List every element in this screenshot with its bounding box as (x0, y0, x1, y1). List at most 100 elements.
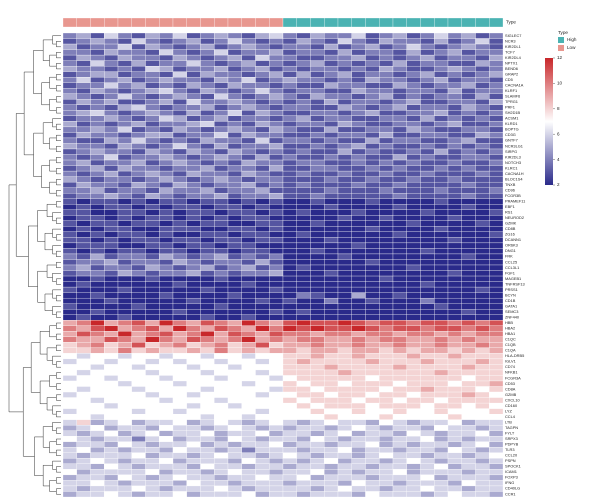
cell (296, 77, 311, 83)
cell (145, 137, 160, 144)
cell (172, 193, 187, 199)
cell (76, 380, 91, 387)
cell (392, 342, 407, 349)
cell (365, 331, 380, 337)
cell (104, 176, 119, 183)
dendro-link (49, 76, 57, 89)
cell (227, 154, 242, 161)
cell (420, 88, 435, 94)
cell (62, 204, 77, 210)
cell (461, 474, 476, 481)
cell (475, 380, 490, 387)
cell (62, 54, 77, 61)
annotation-cell (255, 17, 270, 28)
cell (337, 242, 352, 249)
cell (62, 491, 77, 498)
cell (365, 325, 380, 332)
cell (117, 380, 132, 387)
cell (365, 336, 380, 343)
colorbar-tick-label: 10 (557, 81, 563, 86)
cell (76, 43, 91, 50)
cell (282, 226, 297, 233)
cell (447, 82, 462, 89)
cell (186, 71, 201, 78)
cell (351, 275, 366, 282)
cell (90, 325, 105, 332)
cell (461, 441, 476, 448)
cell (434, 99, 449, 105)
cell (420, 380, 435, 387)
cell (282, 380, 297, 387)
cell (475, 281, 490, 288)
cell (461, 452, 476, 459)
annotation-cell (434, 17, 449, 28)
cell (379, 480, 394, 487)
cell (117, 159, 132, 166)
cell (90, 375, 105, 382)
cell (200, 143, 215, 150)
dendro-link (56, 322, 61, 329)
cell (76, 132, 91, 139)
cell (145, 187, 160, 194)
cell (200, 237, 215, 244)
cell (255, 292, 270, 299)
cell (76, 297, 91, 304)
cell (159, 154, 174, 161)
cell (186, 137, 201, 144)
cell (159, 209, 174, 216)
cell (186, 215, 201, 221)
cell (379, 314, 394, 321)
cell (214, 176, 229, 183)
cell (351, 198, 366, 205)
cell (324, 148, 339, 155)
cell (241, 181, 256, 188)
cell (172, 181, 187, 188)
cell (310, 331, 325, 337)
cell (489, 408, 504, 415)
cell (337, 99, 352, 105)
cell (241, 480, 256, 487)
cell (351, 458, 366, 465)
cell (310, 137, 325, 144)
cell (131, 220, 146, 227)
cell (200, 82, 215, 89)
cell (282, 231, 297, 238)
cell (172, 198, 187, 205)
cell (406, 463, 421, 470)
cell (200, 391, 215, 398)
cell (310, 148, 325, 155)
cell (447, 430, 462, 437)
cell (131, 303, 146, 310)
cell (351, 226, 366, 233)
cell (420, 474, 435, 481)
cell (90, 88, 105, 94)
cell (379, 413, 394, 420)
cell (241, 49, 256, 56)
cell (76, 325, 91, 332)
cell (117, 231, 132, 238)
cell (365, 342, 380, 349)
cell (172, 297, 187, 304)
cell (241, 425, 256, 431)
cell (117, 43, 132, 50)
cell (104, 358, 119, 365)
cell (461, 110, 476, 117)
cell (337, 220, 352, 227)
cell (186, 204, 201, 210)
cell (420, 82, 435, 89)
cell (351, 386, 366, 393)
cell (434, 215, 449, 221)
cell (447, 358, 462, 365)
cell (76, 65, 91, 72)
cell (241, 43, 256, 50)
dendro-link (39, 331, 50, 355)
cell (172, 386, 187, 393)
cell (131, 154, 146, 161)
cell (379, 320, 394, 326)
cell (282, 137, 297, 144)
cell (186, 436, 201, 442)
cell (90, 264, 105, 271)
cell (379, 181, 394, 188)
cell (351, 187, 366, 194)
cell (296, 110, 311, 117)
